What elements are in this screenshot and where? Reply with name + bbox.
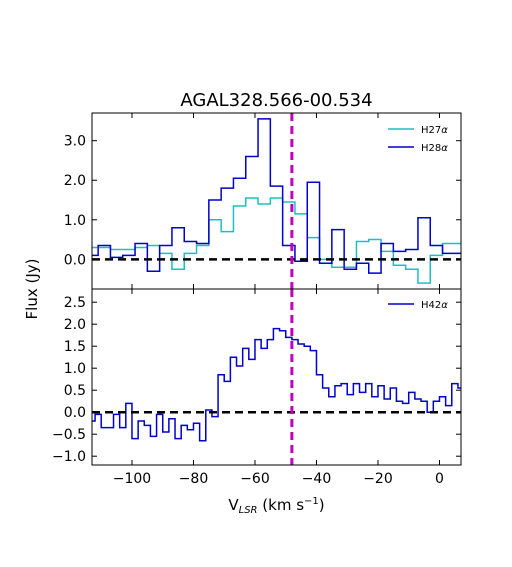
panels: 0.0 1.0 2.0 3.0 H27α H28α −1.0 −0.5 0.0 0.5 1.0 1.5… — [52, 112, 462, 487]
y-tick-label: −0.5 — [52, 427, 86, 443]
series-line-2-1 — [92, 327, 461, 442]
y-tick-label: 1.0 — [64, 361, 86, 377]
y-tick-label: 0.0 — [64, 252, 86, 268]
legend-label: H42α — [421, 300, 448, 311]
panel-2: −1.0 −0.5 0.0 0.5 1.0 1.5 2.0 2.5 −100 −80 −60 −40 −… — [52, 288, 462, 487]
x-axis-label: VLSR (km s−1) — [228, 496, 324, 516]
y-axis-label: Flux (Jy) — [23, 259, 41, 320]
panel-1: 0.0 1.0 2.0 3.0 H27α H28α — [64, 112, 462, 290]
y-tick-label: −1.0 — [52, 449, 86, 465]
x-tick-label: −80 — [179, 471, 209, 487]
legend: H27α H28α — [388, 125, 448, 154]
y-tick-label: 3.0 — [64, 134, 86, 150]
x-tick-label: −20 — [363, 471, 393, 487]
y-tick-label: 1.5 — [64, 339, 86, 355]
x-tick-label: 0 — [435, 471, 444, 487]
y-tick-label: 0.0 — [64, 405, 86, 421]
y-tick-label: 1.0 — [64, 213, 86, 229]
axes-frame — [91, 288, 462, 466]
legend-label: H27α — [421, 125, 448, 136]
legend-label: H28α — [421, 143, 448, 154]
y-tick-label: 2.0 — [64, 173, 86, 189]
y-tick-label: 0.5 — [64, 383, 86, 399]
series-line-1-2 — [92, 118, 461, 274]
x-tick-label: −60 — [240, 471, 270, 487]
y-tick-label: 2.5 — [64, 295, 86, 311]
x-tick-label: −40 — [302, 471, 332, 487]
chart-title: AGAL328.566-00.534 — [180, 90, 372, 111]
legend: H42α — [388, 300, 448, 311]
x-tick-label: −100 — [113, 471, 151, 487]
y-tick-label: 2.0 — [64, 317, 86, 333]
